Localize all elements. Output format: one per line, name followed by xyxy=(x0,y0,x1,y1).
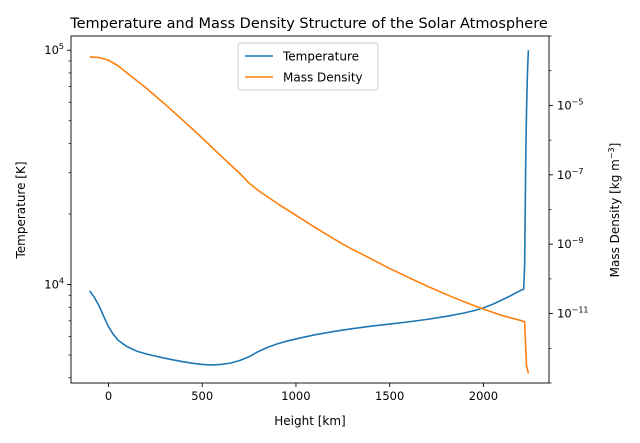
right-tick-label: 10−11 xyxy=(557,306,589,321)
right-axis-label-text: Mass Density [kg m xyxy=(608,159,622,277)
right-axis-ticks: 10−11 10−9 10−7 10−5 xyxy=(549,35,589,384)
legend-label-temperature: Temperature xyxy=(282,50,359,64)
left-tick-label: 105 xyxy=(44,42,64,57)
legend-box xyxy=(237,42,379,91)
right-tick-label: 10−5 xyxy=(557,97,583,112)
x-tick-label: 0 xyxy=(105,389,112,403)
right-axis-label-sup: −3 xyxy=(607,147,616,159)
right-axis-label-close: ] xyxy=(608,143,622,148)
series-line-mass-density xyxy=(89,56,530,374)
right-tick-label: 10−7 xyxy=(557,167,583,182)
series-line-temperature xyxy=(89,50,530,366)
x-axis-ticks: 0 500 1000 1500 2000 xyxy=(105,383,498,403)
chart-title: Temperature and Mass Density Structure o… xyxy=(69,16,548,32)
x-tick-label: 1500 xyxy=(375,389,404,403)
right-axis-label: Mass Density [kg m−3] xyxy=(607,143,622,278)
x-tick-label: 1000 xyxy=(281,389,310,403)
x-axis-label: Height [km] xyxy=(274,414,345,428)
left-tick-label: 104 xyxy=(44,277,64,292)
legend: Temperature Mass Density xyxy=(237,42,379,91)
left-axis-ticks: 104 105 xyxy=(44,42,71,379)
x-tick-label: 500 xyxy=(191,389,213,403)
series-layer xyxy=(89,50,530,374)
legend-label-mass-density: Mass Density xyxy=(283,71,363,85)
left-axis-label: Temperature [K] xyxy=(14,161,28,259)
right-tick-label: 10−9 xyxy=(557,236,583,251)
x-tick-label: 2000 xyxy=(469,389,498,403)
